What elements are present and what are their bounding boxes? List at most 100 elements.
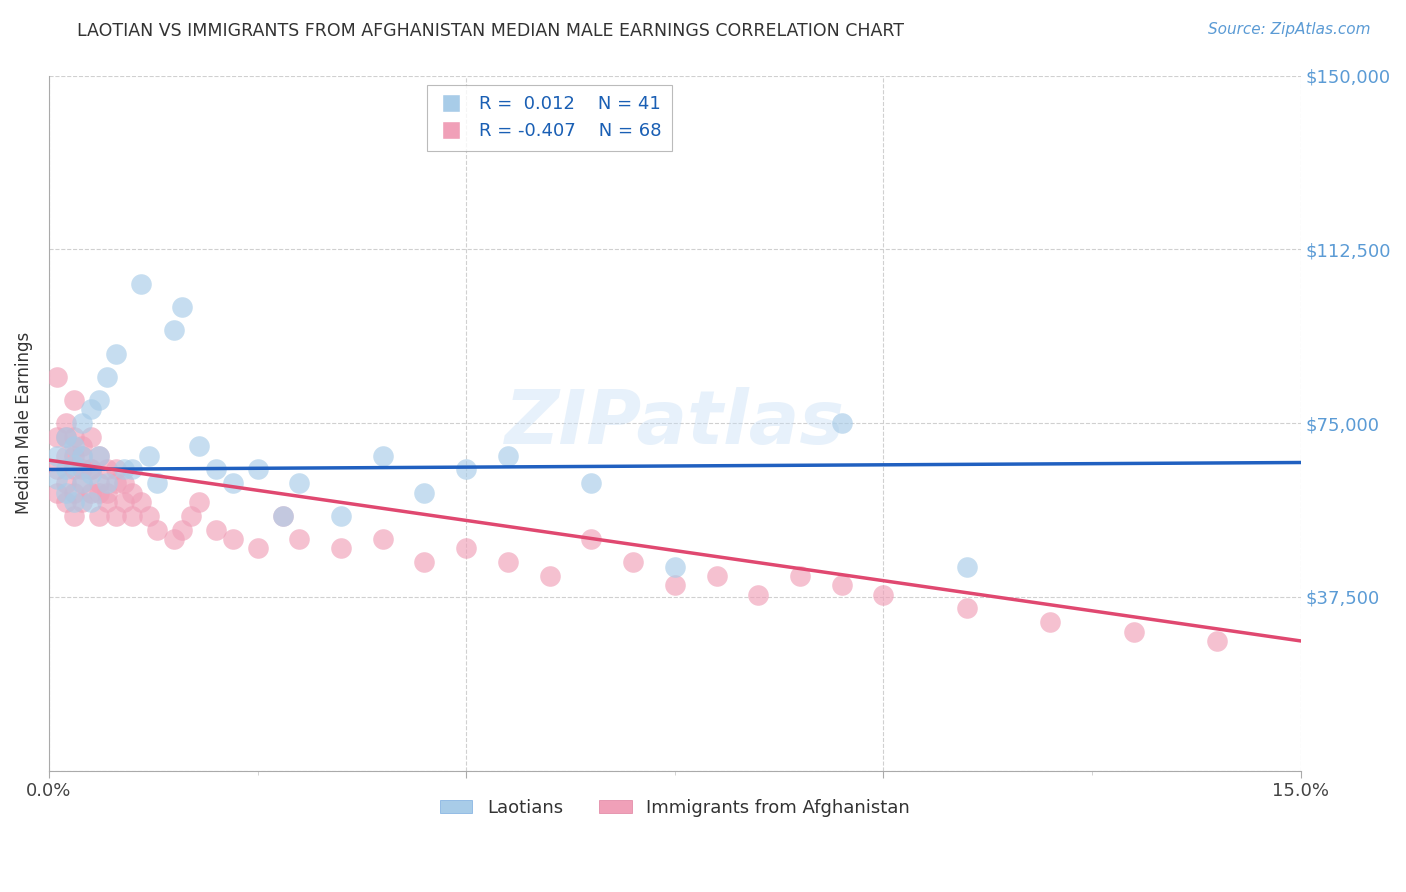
Point	[288, 476, 311, 491]
Point	[63, 430, 86, 444]
Point	[121, 485, 143, 500]
Point	[80, 402, 103, 417]
Point	[55, 430, 77, 444]
Point	[112, 476, 135, 491]
Point	[496, 449, 519, 463]
Point	[138, 449, 160, 463]
Text: ZIPatlas: ZIPatlas	[505, 386, 845, 459]
Point	[456, 541, 478, 556]
Point	[87, 449, 110, 463]
Point	[87, 508, 110, 523]
Point	[188, 495, 211, 509]
Point	[63, 462, 86, 476]
Point	[664, 559, 686, 574]
Point	[63, 439, 86, 453]
Point	[371, 532, 394, 546]
Point	[112, 495, 135, 509]
Point	[104, 346, 127, 360]
Point	[831, 578, 853, 592]
Point	[96, 462, 118, 476]
Point	[271, 508, 294, 523]
Point	[104, 476, 127, 491]
Point	[72, 462, 94, 476]
Point	[205, 462, 228, 476]
Point	[271, 508, 294, 523]
Point	[180, 508, 202, 523]
Point	[55, 485, 77, 500]
Point	[664, 578, 686, 592]
Point	[538, 569, 561, 583]
Point	[246, 541, 269, 556]
Point	[72, 449, 94, 463]
Point	[87, 392, 110, 407]
Point	[80, 462, 103, 476]
Point	[80, 467, 103, 481]
Point	[96, 476, 118, 491]
Point	[188, 439, 211, 453]
Point	[80, 462, 103, 476]
Point	[46, 462, 69, 476]
Point	[104, 462, 127, 476]
Point	[96, 485, 118, 500]
Point	[581, 476, 603, 491]
Point	[1206, 634, 1229, 648]
Point	[55, 476, 77, 491]
Point	[172, 300, 194, 314]
Point	[55, 449, 77, 463]
Point	[87, 449, 110, 463]
Point	[205, 523, 228, 537]
Point	[413, 485, 436, 500]
Point	[146, 523, 169, 537]
Point	[956, 601, 979, 615]
Point	[63, 449, 86, 463]
Point	[121, 462, 143, 476]
Point	[1039, 615, 1062, 630]
Point	[80, 495, 103, 509]
Point	[121, 508, 143, 523]
Point	[956, 559, 979, 574]
Point	[55, 495, 77, 509]
Point	[72, 449, 94, 463]
Point	[80, 430, 103, 444]
Point	[46, 430, 69, 444]
Point	[789, 569, 811, 583]
Point	[129, 277, 152, 291]
Point	[172, 523, 194, 537]
Point	[1122, 624, 1144, 639]
Point	[46, 472, 69, 486]
Point	[63, 495, 86, 509]
Point	[831, 416, 853, 430]
Text: Source: ZipAtlas.com: Source: ZipAtlas.com	[1208, 22, 1371, 37]
Point	[747, 588, 769, 602]
Point	[581, 532, 603, 546]
Legend: Laotians, Immigrants from Afghanistan: Laotians, Immigrants from Afghanistan	[433, 792, 917, 824]
Point	[72, 416, 94, 430]
Point	[87, 485, 110, 500]
Point	[46, 449, 69, 463]
Point	[46, 485, 69, 500]
Point	[129, 495, 152, 509]
Point	[621, 555, 644, 569]
Point	[221, 532, 243, 546]
Point	[46, 369, 69, 384]
Point	[288, 532, 311, 546]
Point	[80, 485, 103, 500]
Point	[55, 462, 77, 476]
Point	[330, 508, 353, 523]
Point	[371, 449, 394, 463]
Point	[104, 508, 127, 523]
Point	[872, 588, 894, 602]
Point	[96, 369, 118, 384]
Point	[330, 541, 353, 556]
Point	[221, 476, 243, 491]
Point	[72, 476, 94, 491]
Point	[706, 569, 728, 583]
Point	[63, 485, 86, 500]
Point	[96, 495, 118, 509]
Point	[55, 430, 77, 444]
Point	[72, 476, 94, 491]
Point	[163, 323, 186, 337]
Point	[72, 495, 94, 509]
Point	[413, 555, 436, 569]
Point	[63, 392, 86, 407]
